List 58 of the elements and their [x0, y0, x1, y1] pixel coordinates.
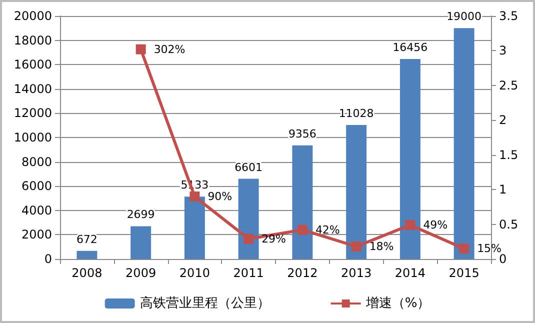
bar: [346, 125, 367, 259]
data-label: 49%: [423, 218, 448, 232]
point: [244, 234, 254, 244]
y-tick-label: 20000: [14, 9, 52, 23]
bar: [292, 145, 313, 259]
y-tick-label: 0: [44, 252, 52, 266]
point: [351, 242, 362, 252]
x-tick-label: 2011: [233, 266, 264, 280]
y-tick-label: 2000: [21, 228, 52, 242]
y-tick-label: 14000: [14, 82, 52, 96]
point: [190, 192, 200, 202]
point: [459, 244, 470, 254]
y-tick-label: 16000: [14, 58, 52, 72]
data-label: 19000: [446, 10, 482, 24]
data-label: 18%: [369, 240, 394, 254]
data-label: 6601: [234, 160, 263, 174]
bar: [130, 226, 152, 259]
data-label: 42%: [315, 223, 340, 236]
data-label: 302%: [154, 42, 186, 56]
x-tick-label: 2015: [448, 266, 480, 280]
y-tick-label: 18000: [14, 33, 52, 48]
bar: [76, 250, 98, 259]
y-tick-label: 6000: [21, 179, 52, 194]
x-tick-label: 2009: [126, 266, 156, 280]
y2-tick-label: 3: [499, 44, 507, 58]
y-tick-label: 4000: [21, 203, 52, 218]
data-label: 16456: [392, 41, 428, 54]
y-tick-label: 12000: [14, 106, 52, 120]
data-label: 11028: [338, 107, 374, 120]
x-tick-label: 2012: [287, 266, 318, 280]
y2-tick-label: 3.5: [499, 9, 518, 23]
point: [136, 44, 146, 54]
point: [405, 220, 416, 230]
data-label: 9356: [288, 127, 316, 140]
y-tick-label: 8000: [21, 154, 52, 169]
point: [297, 224, 308, 235]
bar: [184, 196, 205, 259]
y2-tick-label: 1.5: [499, 148, 518, 162]
x-tick-label: 2010: [179, 266, 210, 280]
bar: [238, 178, 259, 259]
y2-tick-label: 1: [499, 182, 507, 197]
data-label: 15%: [477, 242, 502, 256]
legend-label: 增速（%）: [364, 296, 430, 311]
y2-tick-label: 0: [499, 252, 507, 266]
x-tick-label: 2013: [341, 266, 372, 280]
y2-tick-label: 2: [499, 113, 507, 128]
y2-tick-label: 2.5: [499, 78, 518, 92]
y2-tick-label: 0.5: [499, 217, 518, 232]
x-tick-label: 2008: [72, 266, 102, 280]
data-label: 29%: [262, 232, 286, 246]
x-tick-label: 2014: [394, 266, 426, 280]
data-label: 672: [76, 232, 98, 246]
legend-label: 高铁营业里程（公里）: [140, 295, 270, 311]
bar: [400, 59, 420, 259]
bar: [454, 28, 474, 259]
y-tick-label: 10000: [14, 130, 52, 144]
data-label: 90%: [208, 190, 232, 204]
data-label: 2699: [126, 208, 155, 222]
